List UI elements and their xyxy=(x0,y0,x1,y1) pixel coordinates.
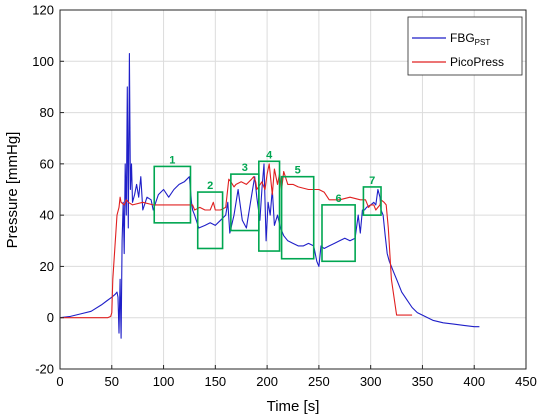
x-tick-label: 200 xyxy=(256,374,278,389)
x-tick-label: 50 xyxy=(105,374,119,389)
x-tick-label: 350 xyxy=(412,374,434,389)
y-axis-title: Pressure [mmHg] xyxy=(4,132,21,249)
region-box xyxy=(362,186,382,216)
x-tick-label: 250 xyxy=(308,374,330,389)
x-tick-label: 450 xyxy=(515,374,537,389)
x-tick-label: 400 xyxy=(463,374,485,389)
plot-frame xyxy=(59,9,527,370)
region-box-label: 7 xyxy=(369,175,375,187)
x-tick-label: 0 xyxy=(56,374,63,389)
y-tick-label: 20 xyxy=(40,259,54,274)
region-box xyxy=(196,191,224,250)
y-tick-label: 0 xyxy=(47,310,54,325)
x-tick-label: 150 xyxy=(204,374,226,389)
region-box xyxy=(321,204,356,263)
y-tick-label: -20 xyxy=(35,362,54,377)
region-box-label: 4 xyxy=(266,149,273,161)
x-axis-title: Time [s] xyxy=(267,398,320,415)
legend-label-fbg: FBGPST xyxy=(450,31,490,47)
legend-box xyxy=(407,16,523,76)
region-box xyxy=(153,165,192,224)
region-box xyxy=(258,160,281,252)
y-tick-label: 120 xyxy=(32,3,54,18)
series: 1 2 3 4 5 6 7 xyxy=(59,53,480,339)
series-line-picopress xyxy=(60,163,413,319)
region-box-label: 2 xyxy=(207,180,213,192)
x-tick-label: 100 xyxy=(153,374,175,389)
legend: FBGPST PicoPress xyxy=(407,16,523,76)
y-tick-label: 100 xyxy=(32,54,54,69)
y-tick-label: 80 xyxy=(40,105,54,120)
region-box xyxy=(280,175,315,260)
axis-ticks: 0 50 100 150 200 250 300 350 400 450-200204060801… xyxy=(32,3,537,390)
y-tick-label: 40 xyxy=(40,208,54,223)
legend-label-fbg-subscript: PST xyxy=(475,38,491,47)
region-box-label: 5 xyxy=(295,165,301,177)
region-box-label: 1 xyxy=(169,154,175,166)
region-box-label: 6 xyxy=(336,193,342,205)
region-box-label: 3 xyxy=(242,162,248,174)
x-tick-label: 300 xyxy=(360,374,382,389)
legend-label-picopress: PicoPress xyxy=(450,55,504,69)
y-tick-label: 60 xyxy=(40,156,54,171)
